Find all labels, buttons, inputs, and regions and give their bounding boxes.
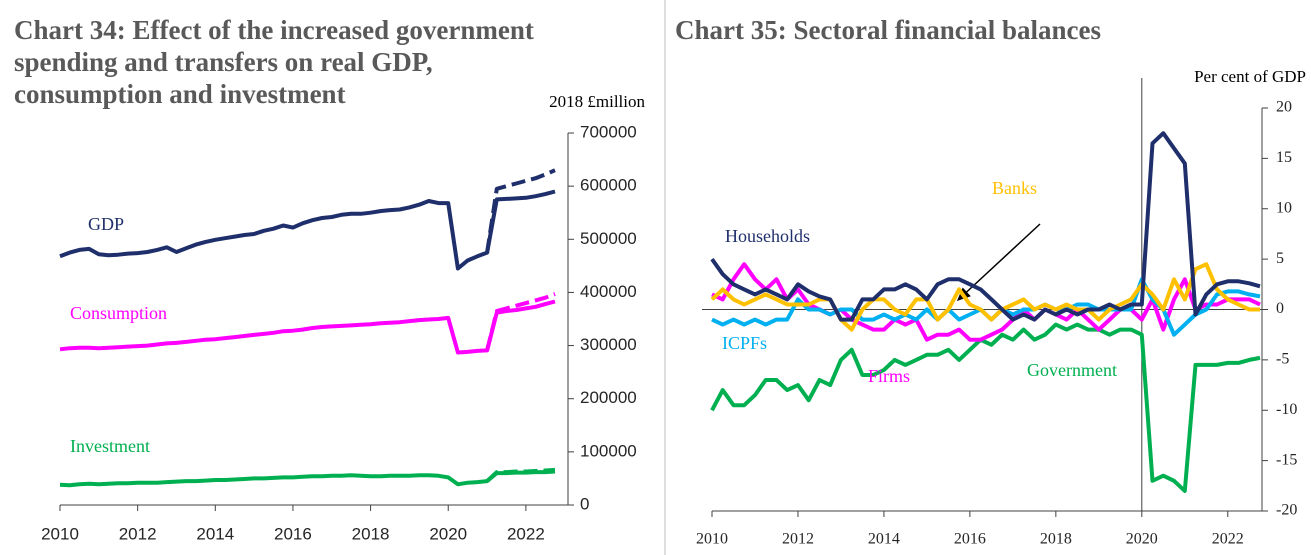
series-label: Households	[725, 226, 810, 246]
y-tick-label: 200000	[580, 388, 637, 407]
annotation-arrow	[956, 223, 1041, 302]
y-tick-label: -20	[1276, 502, 1297, 519]
y-tick-label: 600000	[580, 176, 637, 195]
y-tick-label: -5	[1276, 351, 1289, 368]
y-tick-label: 400000	[580, 282, 637, 301]
x-tick-label: 2016	[274, 524, 312, 543]
series-line	[485, 168, 556, 253]
x-tick-label: 2020	[429, 524, 467, 543]
x-tick-label: 2018	[352, 524, 390, 543]
series-label: ICPFs	[722, 333, 767, 353]
series-label: GDP	[88, 214, 124, 234]
x-tick-label: 2020	[1126, 531, 1158, 548]
y-tick-label: 300000	[580, 335, 637, 354]
series-line	[59, 189, 556, 271]
series-label: Banks	[992, 178, 1037, 198]
x-tick-label: 2012	[119, 524, 157, 543]
series-line	[485, 467, 556, 483]
y-tick-label: 10	[1276, 199, 1292, 216]
series-line	[711, 262, 1261, 342]
series-line	[710, 131, 1261, 322]
series-label: Firms	[868, 366, 910, 386]
series-line	[485, 292, 556, 351]
series-line	[59, 469, 556, 488]
y-axis-unit: 2018 £million	[549, 92, 645, 111]
series-line	[59, 299, 556, 355]
x-tick-label: 2022	[507, 524, 545, 543]
y-tick-label: 700000	[580, 122, 637, 141]
series-label: Investment	[70, 436, 150, 456]
x-tick-label: 2014	[196, 524, 234, 543]
x-tick-label: 2018	[1040, 531, 1072, 548]
y-tick-label: 20	[1276, 99, 1292, 116]
x-tick-label: 2022	[1212, 531, 1244, 548]
x-tick-label: 2016	[954, 531, 986, 548]
y-tick-label: 0	[1276, 300, 1284, 317]
series-line	[710, 322, 1261, 493]
series-line	[710, 262, 1260, 332]
y-tick-label: 0	[580, 494, 589, 513]
y-tick-label: 15	[1276, 149, 1292, 166]
series-label: Consumption	[70, 303, 167, 323]
chart-title: Chart 34: Effect of the increased govern…	[14, 15, 534, 109]
y-tick-label: -15	[1276, 451, 1297, 468]
x-tick-label: 2010	[41, 524, 79, 543]
series-label: Government	[1027, 360, 1117, 380]
x-tick-label: 2012	[782, 531, 814, 548]
y-tick-label: 100000	[580, 441, 637, 460]
chart-title: Chart 35: Sectoral financial balances	[675, 15, 1101, 45]
y-tick-label: 500000	[580, 229, 637, 248]
y-tick-label: -10	[1276, 401, 1297, 418]
y-axis-unit: Per cent of GDP	[1194, 67, 1306, 86]
x-tick-label: 2010	[696, 531, 728, 548]
y-tick-label: 5	[1276, 250, 1284, 267]
x-tick-label: 2014	[868, 531, 900, 548]
